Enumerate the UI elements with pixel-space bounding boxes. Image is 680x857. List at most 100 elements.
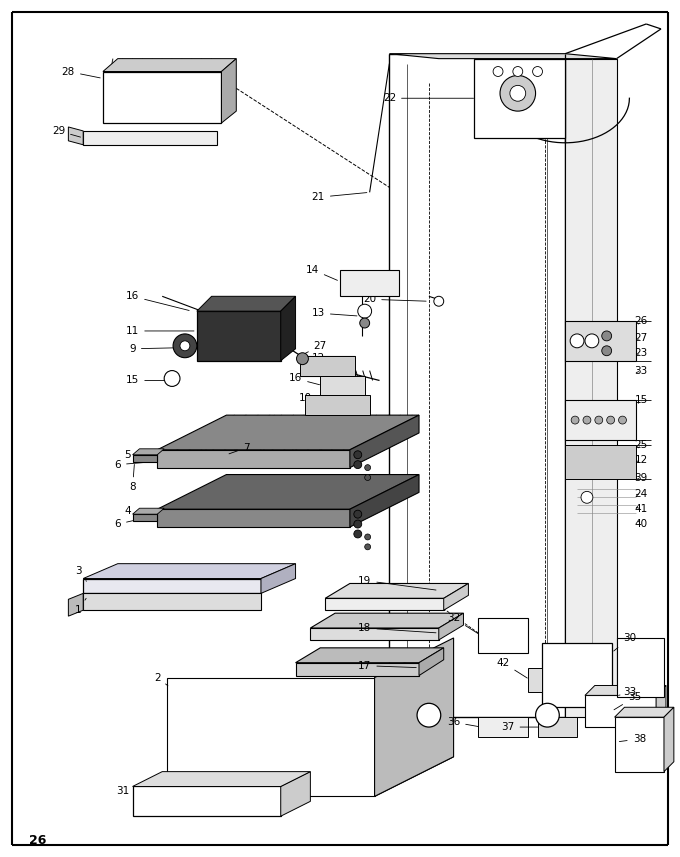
Polygon shape bbox=[133, 514, 157, 521]
Polygon shape bbox=[157, 450, 350, 468]
Text: 28: 28 bbox=[62, 67, 100, 78]
Text: 19: 19 bbox=[358, 576, 436, 590]
Polygon shape bbox=[103, 71, 222, 123]
Polygon shape bbox=[565, 58, 617, 717]
Polygon shape bbox=[83, 131, 216, 145]
Text: 12: 12 bbox=[634, 455, 648, 464]
Circle shape bbox=[595, 417, 602, 424]
Text: 29: 29 bbox=[52, 126, 80, 137]
Circle shape bbox=[417, 704, 441, 727]
Text: 10: 10 bbox=[299, 393, 312, 406]
Circle shape bbox=[532, 67, 543, 76]
Text: 32: 32 bbox=[447, 613, 478, 633]
Text: 5: 5 bbox=[124, 450, 154, 459]
Text: 15: 15 bbox=[126, 375, 165, 386]
Circle shape bbox=[570, 334, 584, 348]
Polygon shape bbox=[617, 638, 664, 698]
Circle shape bbox=[602, 331, 611, 341]
Polygon shape bbox=[197, 311, 281, 361]
Polygon shape bbox=[565, 445, 636, 480]
Polygon shape bbox=[133, 771, 310, 787]
Circle shape bbox=[354, 461, 362, 469]
Text: 2: 2 bbox=[154, 673, 168, 686]
Polygon shape bbox=[157, 509, 350, 527]
Polygon shape bbox=[167, 678, 375, 796]
Text: 21: 21 bbox=[311, 192, 367, 202]
Polygon shape bbox=[350, 475, 419, 527]
Polygon shape bbox=[528, 668, 543, 692]
Polygon shape bbox=[478, 618, 528, 653]
Circle shape bbox=[583, 417, 591, 424]
Text: 25: 25 bbox=[634, 440, 648, 450]
Circle shape bbox=[581, 491, 593, 503]
Circle shape bbox=[585, 334, 599, 348]
Text: 23: 23 bbox=[634, 348, 648, 357]
Text: 41: 41 bbox=[634, 504, 648, 514]
Text: 40: 40 bbox=[634, 519, 648, 529]
Circle shape bbox=[364, 544, 371, 550]
Circle shape bbox=[354, 520, 362, 528]
Polygon shape bbox=[310, 614, 464, 628]
Polygon shape bbox=[167, 757, 454, 796]
Text: 22: 22 bbox=[383, 93, 473, 103]
Circle shape bbox=[364, 534, 371, 540]
Text: 6: 6 bbox=[114, 459, 152, 470]
Text: 31: 31 bbox=[116, 787, 135, 801]
Text: 30: 30 bbox=[614, 633, 636, 651]
Text: 38: 38 bbox=[619, 734, 646, 744]
Text: 16: 16 bbox=[126, 291, 189, 310]
Circle shape bbox=[364, 475, 371, 481]
Polygon shape bbox=[656, 686, 666, 727]
Polygon shape bbox=[301, 356, 355, 375]
Text: 27: 27 bbox=[634, 333, 648, 343]
Text: 36: 36 bbox=[447, 717, 479, 727]
Text: 15: 15 bbox=[634, 395, 648, 405]
Text: 24: 24 bbox=[634, 489, 648, 500]
Circle shape bbox=[500, 75, 536, 111]
Circle shape bbox=[513, 67, 523, 76]
Polygon shape bbox=[133, 787, 281, 816]
Polygon shape bbox=[565, 321, 636, 361]
Polygon shape bbox=[325, 584, 469, 598]
Text: 39: 39 bbox=[634, 472, 648, 482]
Polygon shape bbox=[538, 717, 577, 737]
Circle shape bbox=[354, 451, 362, 458]
Polygon shape bbox=[340, 270, 399, 297]
Polygon shape bbox=[281, 297, 296, 361]
Polygon shape bbox=[157, 415, 419, 450]
Text: 7: 7 bbox=[229, 443, 250, 454]
Polygon shape bbox=[69, 593, 83, 616]
Circle shape bbox=[164, 370, 180, 387]
Circle shape bbox=[173, 334, 197, 357]
Text: 17: 17 bbox=[358, 661, 416, 671]
Text: 12: 12 bbox=[305, 353, 325, 363]
Text: 6: 6 bbox=[114, 519, 133, 529]
Polygon shape bbox=[350, 415, 419, 468]
Circle shape bbox=[607, 417, 615, 424]
Polygon shape bbox=[305, 395, 370, 415]
Polygon shape bbox=[310, 628, 439, 640]
Circle shape bbox=[296, 353, 309, 364]
Polygon shape bbox=[585, 686, 666, 695]
Polygon shape bbox=[475, 58, 565, 138]
Circle shape bbox=[602, 346, 611, 356]
Polygon shape bbox=[615, 707, 674, 717]
Circle shape bbox=[536, 704, 559, 727]
Polygon shape bbox=[69, 127, 83, 145]
Polygon shape bbox=[133, 455, 157, 462]
Text: 18: 18 bbox=[358, 623, 436, 633]
Text: 37: 37 bbox=[501, 722, 538, 732]
Circle shape bbox=[360, 318, 370, 328]
Polygon shape bbox=[281, 771, 310, 816]
Polygon shape bbox=[261, 564, 296, 593]
Polygon shape bbox=[222, 58, 236, 123]
Polygon shape bbox=[565, 400, 636, 440]
Text: 26: 26 bbox=[29, 835, 46, 848]
Polygon shape bbox=[133, 508, 164, 514]
Polygon shape bbox=[419, 648, 444, 675]
Polygon shape bbox=[543, 643, 611, 707]
Polygon shape bbox=[296, 662, 419, 675]
Polygon shape bbox=[296, 648, 444, 662]
Circle shape bbox=[493, 67, 503, 76]
Text: 20: 20 bbox=[363, 294, 426, 304]
